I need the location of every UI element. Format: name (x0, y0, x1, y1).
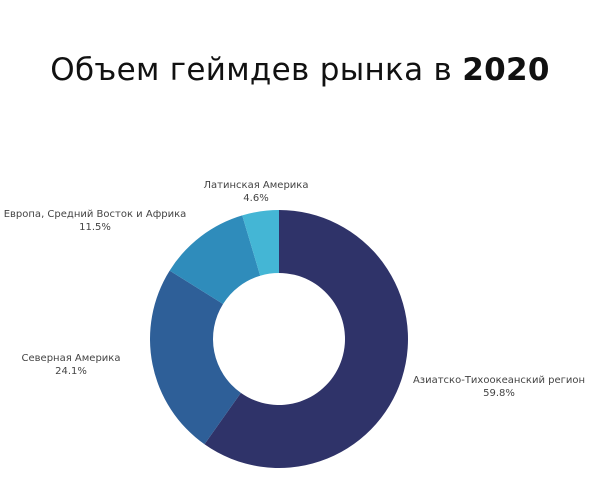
chart-title-year: 2020 (462, 52, 550, 88)
donut-slice (242, 210, 279, 276)
donut-slice (204, 210, 408, 468)
slice-label: Латинская Америка (204, 180, 309, 191)
donut-slice (169, 215, 261, 304)
slice-label: Европа, Средний Восток и Африка (4, 209, 187, 220)
slice-label: Северная Америка (22, 353, 121, 364)
chart-title: Объем геймдев рынка в 2020 (50, 52, 550, 88)
slice-value-label: 59.8% (483, 388, 515, 399)
slice-value-label: 11.5% (79, 222, 111, 233)
donut-slice (150, 270, 241, 445)
slice-value-label: 4.6% (243, 193, 268, 204)
slice-value-label: 24.1% (55, 366, 87, 377)
slice-label: Азиатско-Тихоокеанский регион (413, 375, 585, 386)
